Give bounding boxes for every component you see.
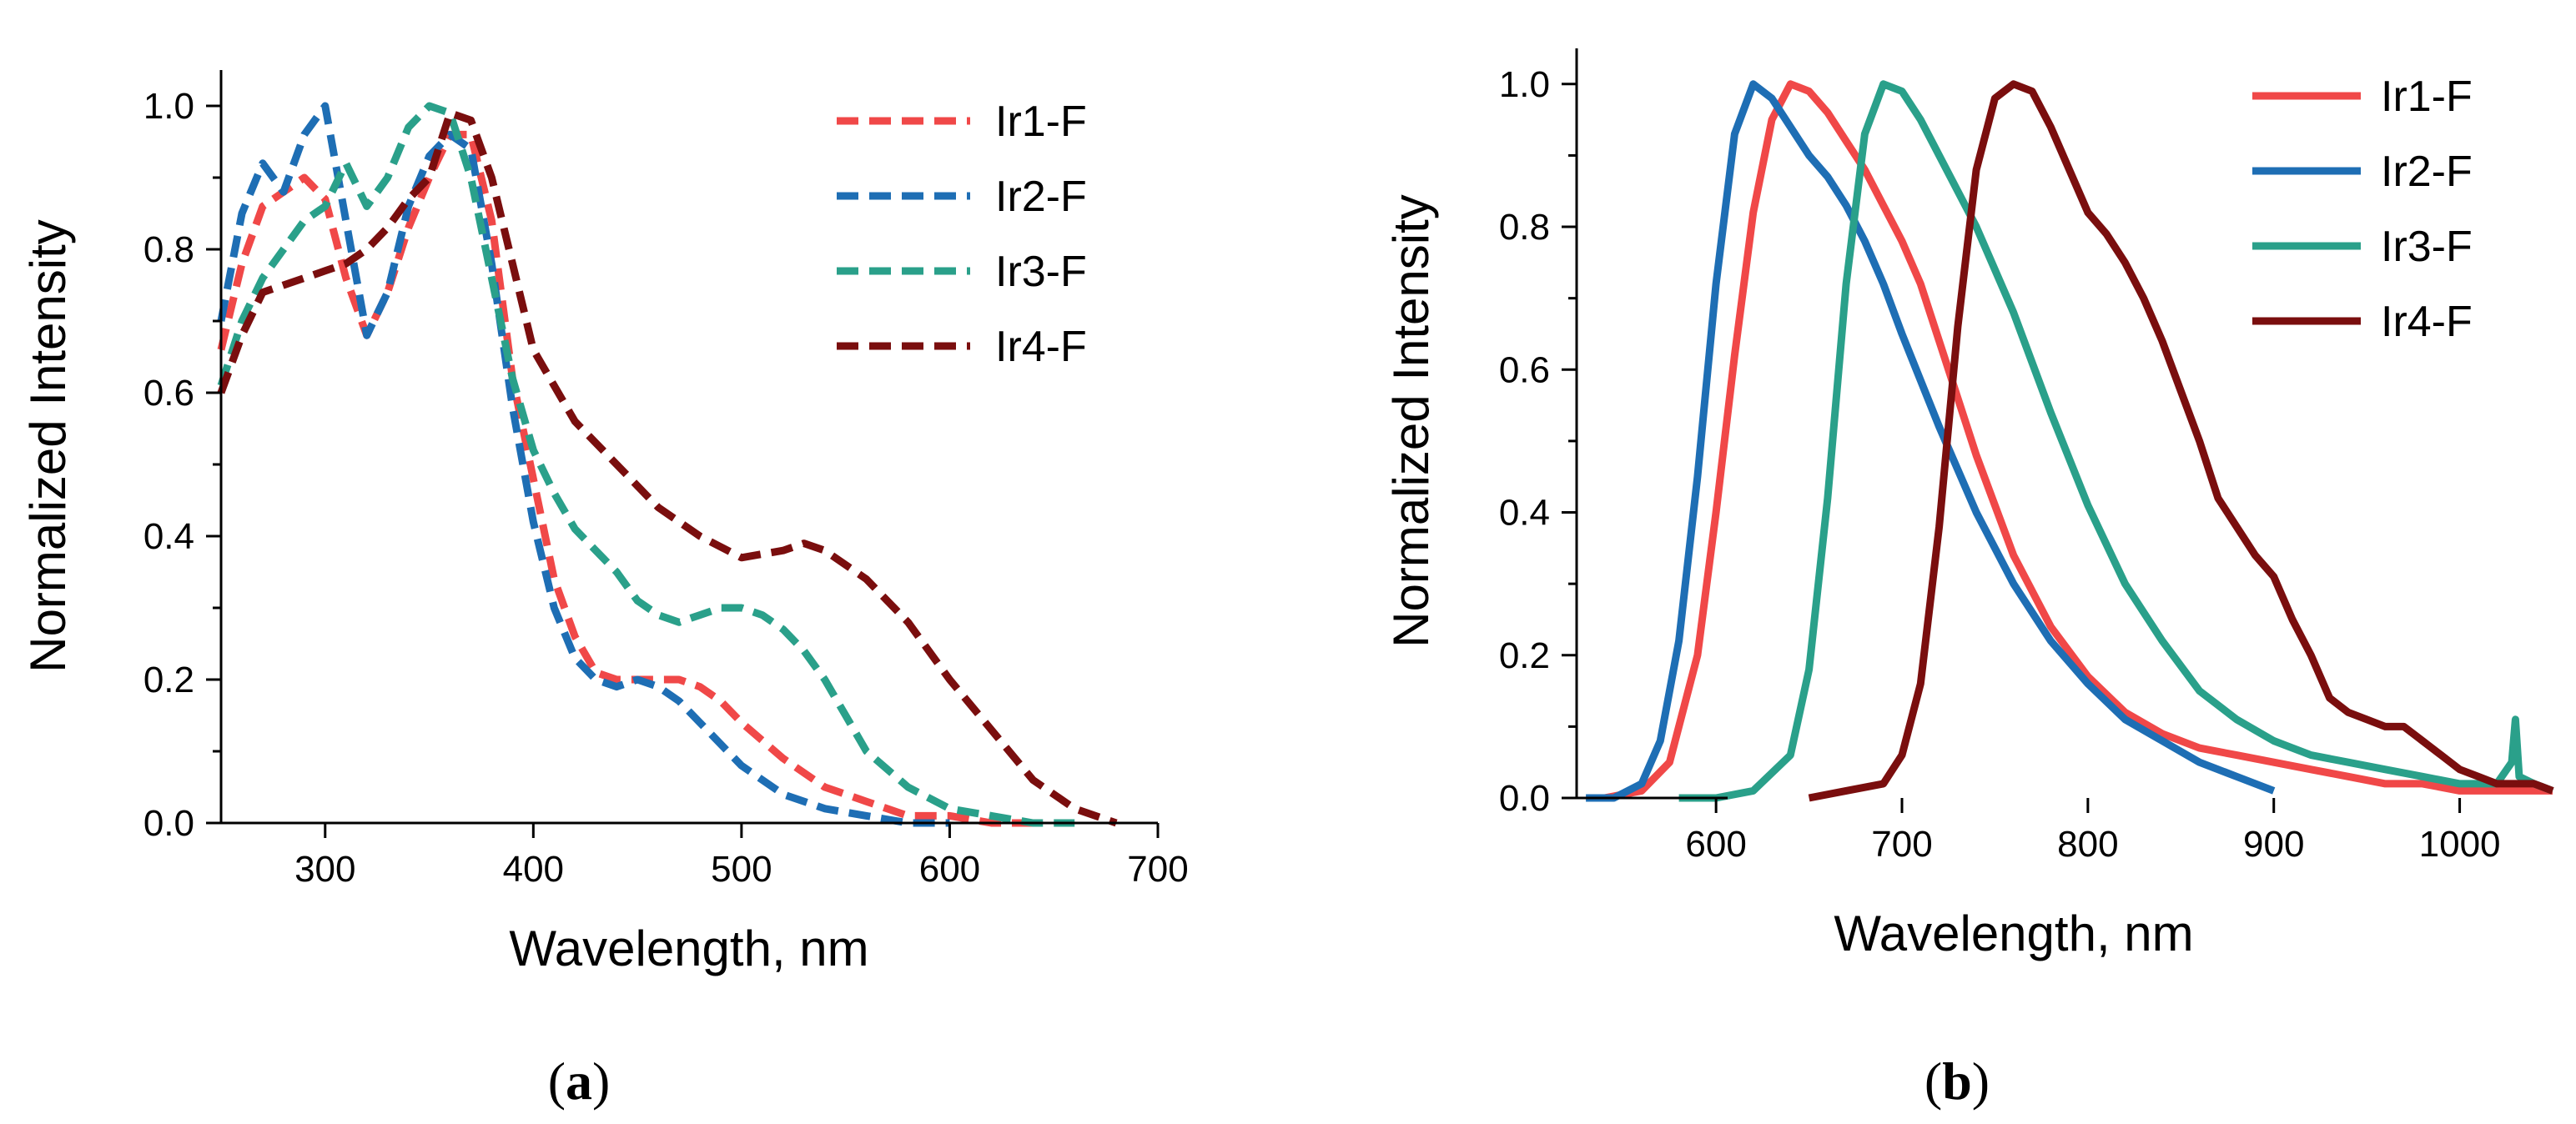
chart-a-ticks: 300 400 500 600 700 0.0 0.2 0.4 0.6 0.8 1.0	[143, 86, 1189, 890]
chart-b-panel-label: (b)	[1924, 1051, 1990, 1111]
x-tick-label: 300	[294, 849, 355, 890]
y-tick-label: 0.6	[1499, 349, 1550, 390]
y-tick-label: 0.4	[143, 516, 194, 557]
series-line-ir3-f	[217, 102, 1075, 827]
chart-b-y-axis-title: Normalized Intensity	[1383, 194, 1439, 648]
y-tick-label: 1.0	[1499, 64, 1550, 105]
x-tick-label: 600	[1685, 824, 1746, 865]
legend-label-ir1-f: Ir1-F	[2381, 73, 2473, 121]
y-tick-label: 0.4	[1499, 493, 1550, 534]
legend-label-ir2-f: Ir2-F	[2381, 148, 2473, 196]
chart-b: 600 700 800 900 1000 0.0 0.2 0.4 0.6 0.8 1.0 Wavel…	[1383, 48, 2554, 1111]
legend-label-ir3-f: Ir3-F	[995, 248, 1087, 296]
chart-a-series	[217, 102, 1118, 827]
chart-a-x-axis-title: Wavelength, nm	[509, 921, 868, 976]
x-tick-label: 800	[2057, 824, 2118, 865]
chart-b-legend: Ir1-F Ir2-F Ir3-F Ir4-F	[2252, 73, 2473, 346]
legend-label-ir4-f: Ir4-F	[2381, 298, 2473, 346]
y-tick-label: 0.2	[1499, 635, 1550, 676]
x-tick-label: 900	[2243, 824, 2304, 865]
legend-label-ir2-f: Ir2-F	[995, 173, 1087, 221]
chart-a: 300 400 500 600 700 0.0 0.2 0.4 0.6 0.8 1.0 Wavele…	[20, 70, 1189, 1111]
y-tick-label: 0.0	[143, 803, 194, 844]
chart-a-panel-letter: a	[566, 1051, 592, 1111]
x-tick-label: 700	[1871, 824, 1932, 865]
x-tick-label: 700	[1127, 849, 1188, 890]
y-tick-label: 0.0	[1499, 778, 1550, 819]
x-tick-label: 400	[503, 849, 564, 890]
chart-b-series	[1586, 80, 2554, 802]
legend-label-ir3-f: Ir3-F	[2381, 223, 2473, 271]
chart-a-panel-label: (a)	[548, 1051, 611, 1111]
y-tick-label: 0.8	[143, 229, 194, 270]
series-line-ir2-f	[217, 102, 950, 827]
series-line-ir2-f	[1586, 80, 2276, 802]
chart-b-x-axis-title: Wavelength, nm	[1834, 906, 2193, 961]
series-line-ir4-f	[1808, 80, 2554, 802]
y-tick-label: 0.8	[1499, 207, 1550, 248]
y-tick-label: 0.6	[143, 373, 194, 414]
series-line-ir1-f	[217, 130, 1034, 827]
y-tick-label: 0.2	[143, 660, 194, 700]
chart-a-legend: Ir1-F Ir2-F Ir3-F Ir4-F	[837, 98, 1087, 371]
y-tick-label: 1.0	[143, 86, 194, 127]
series-line-ir4-f	[217, 109, 1118, 827]
legend-label-ir4-f: Ir4-F	[995, 323, 1087, 371]
chart-b-panel-letter: b	[1942, 1051, 1972, 1111]
x-tick-label: 500	[711, 849, 772, 890]
chart-b-ticks: 600 700 800 900 1000 0.0 0.2 0.4 0.6 0.8 1.0	[1499, 64, 2501, 865]
series-line-ir1-f	[1603, 80, 2553, 802]
x-tick-label: 1000	[2419, 824, 2501, 865]
chart-a-y-axis-title: Normalized Intensity	[20, 219, 76, 673]
x-tick-label: 600	[919, 849, 980, 890]
legend-label-ir1-f: Ir1-F	[995, 98, 1087, 146]
